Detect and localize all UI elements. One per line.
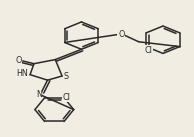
Text: N: N bbox=[36, 90, 42, 99]
Text: O: O bbox=[15, 56, 22, 65]
Text: S: S bbox=[64, 72, 69, 81]
Text: Cl: Cl bbox=[63, 93, 71, 102]
Text: HN: HN bbox=[16, 69, 28, 79]
Text: Cl: Cl bbox=[145, 46, 152, 55]
Text: O: O bbox=[118, 30, 124, 39]
